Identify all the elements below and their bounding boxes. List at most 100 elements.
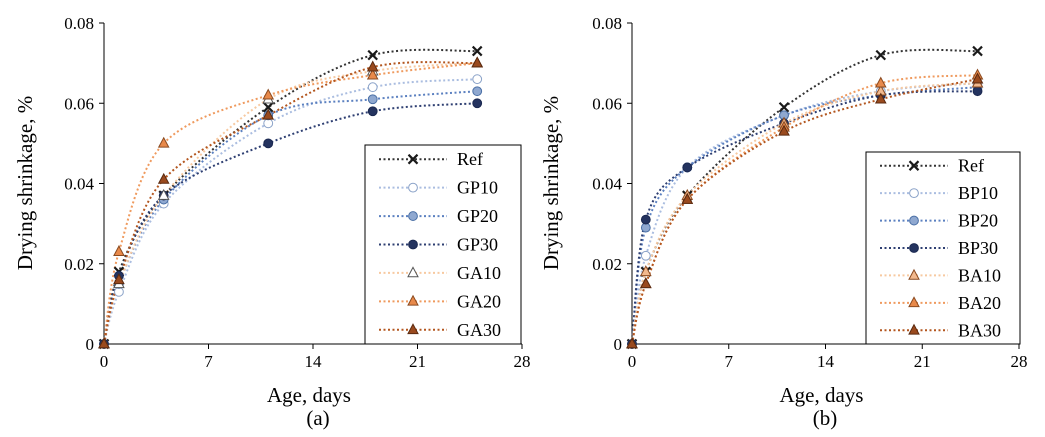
data-point [640,250,651,261]
y-tick-label: 0.04 [64,175,94,194]
data-point [908,296,920,308]
x-tick-label: 21 [409,352,426,371]
legend: Ref BP10 BP20 BP30 BA10 BA20 BA30 [865,151,1021,345]
data-point [908,323,920,335]
data-point [407,153,419,165]
data-point [113,245,125,257]
data-point [367,49,378,61]
legend-label: BP10 [958,183,998,203]
data-point [366,60,379,72]
data-point [367,94,378,105]
legend-label: BP30 [958,238,998,258]
legend-marker [909,188,919,199]
x-tick-label: 21 [914,352,931,371]
legend-label: GP20 [457,206,498,226]
x-axis-label: Age, days [267,383,351,407]
legend-marker [908,296,920,308]
x-tick-label: 28 [1011,352,1028,371]
legend-marker [407,266,419,278]
series-line-ba20 [631,74,978,345]
legend-marker [407,294,419,306]
legend-label: GA30 [457,320,501,340]
chart-caption: (b) [813,406,838,430]
data-point [874,76,887,88]
data-point [639,265,652,277]
data-point [472,98,483,109]
legend-marker [407,323,419,335]
legend-label: BA10 [958,265,1001,285]
x-axis-label: Age, days [780,383,864,407]
data-point [471,56,484,68]
series-line-ga30 [103,61,478,345]
x-tick-label: 14 [305,352,323,371]
x-tick-label: 0 [628,352,637,371]
data-point [682,162,693,173]
data-point [971,72,984,84]
legend-label: Ref [457,149,483,169]
data-point [98,337,110,349]
data-point [972,45,983,57]
legend-label: BA30 [958,320,1001,340]
x-tick-label: 28 [514,352,531,371]
data-point [681,192,694,204]
chart-2: 0 7 14 21 28 0 0.02 0.04 0.06 0.08 Age, days Drying… [539,14,1028,430]
y-tick-label: 0.08 [64,14,94,33]
y-axis-label: Drying shrinkage, % [539,96,563,270]
x-tick-label: 7 [204,352,213,371]
legend-marker [908,160,920,171]
legend-marker [408,182,418,193]
x-tick-label: 14 [817,352,835,371]
data-point [874,92,887,104]
data-point [367,82,378,93]
data-point [157,172,170,184]
y-tick-label: 0.06 [592,94,622,113]
x-tick-label: 7 [725,352,734,371]
legend-label: BA20 [958,293,1001,313]
series-line-ba30 [631,78,978,345]
data-point [367,106,378,117]
data-point [639,277,652,289]
data-point [908,268,920,280]
data-point [778,124,790,136]
legend-label: GP10 [457,178,498,198]
legend-marker [908,268,920,280]
y-tick-label: 0.08 [592,14,622,33]
data-point [875,49,887,61]
legend-marker [408,239,418,250]
data-point [471,45,483,57]
legend-label: GP30 [457,235,498,255]
data-point [472,86,483,97]
series-markers-ba30 [626,72,984,349]
chart-caption: (a) [306,406,329,430]
series-line-ga10 [103,62,478,345]
data-point [472,74,483,85]
y-tick-label: 0.02 [64,255,94,274]
data-point [640,214,651,225]
data-point [408,182,418,193]
data-point [408,211,418,221]
legend-marker [909,243,919,253]
data-point [972,86,983,97]
data-point [262,101,274,113]
y-axis-label: Drying shrinkage, % [13,96,37,270]
legend-label: Ref [958,156,984,176]
x-tick-label: 0 [100,352,109,371]
data-point [407,294,419,306]
data-point [262,108,275,120]
legend-marker [407,153,419,165]
y-tick-label: 0 [614,335,623,354]
data-point [366,68,379,80]
legend: Ref GP10 GP20 GP30 GA10 GA20 GA30 [364,144,522,345]
data-point [909,243,919,253]
series-markers-ga30 [98,56,484,349]
legend-label: GA10 [457,263,501,283]
legend-marker [408,211,418,221]
data-point [157,188,170,200]
data-point [640,222,651,233]
data-point [263,118,274,129]
y-tick-label: 0.04 [592,175,622,194]
data-point [263,138,274,149]
data-point [407,266,419,278]
series-line-gp30 [103,102,478,345]
